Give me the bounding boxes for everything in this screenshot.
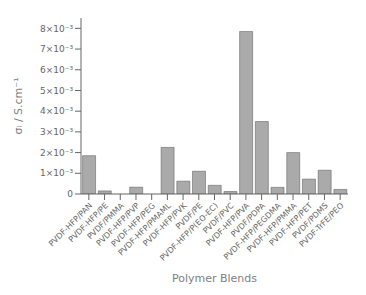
svg-text:0: 0 xyxy=(67,189,73,199)
svg-text:PVDF-HFP/PAN: PVDF-HFP/PAN xyxy=(47,201,95,249)
svg-text:1×10⁻³: 1×10⁻³ xyxy=(40,168,73,178)
svg-text:PVDF-HFP/PEGDMA: PVDF-HFP/PEGDMA xyxy=(222,201,283,262)
svg-text:σᵢ / S.cm⁻¹: σᵢ / S.cm⁻¹ xyxy=(12,77,25,134)
svg-text:PVDF-TrFE/PEO: PVDF-TrFE/PEO xyxy=(298,201,346,249)
svg-text:3×10⁻³: 3×10⁻³ xyxy=(40,127,73,137)
svg-text:2×10⁻³: 2×10⁻³ xyxy=(40,148,73,158)
svg-text:PVDF/PDMS: PVDF/PDMS xyxy=(290,201,330,241)
svg-text:PVDF-HFP/PMMA: PVDF-HFP/PMMA xyxy=(245,201,299,255)
svg-text:PVDF/PE: PVDF/PE xyxy=(174,201,205,232)
svg-text:PVDF-HFP/PE: PVDF-HFP/PE xyxy=(66,201,110,245)
svg-text:7×10⁻³: 7×10⁻³ xyxy=(40,44,73,54)
svg-text:PVDF-HFP/PVA: PVDF-HFP/PVA xyxy=(204,201,252,248)
svg-text:PVDF/PVC: PVDF/PVC xyxy=(201,201,236,236)
svg-text:PVDF-HFP/PMAML: PVDF-HFP/PMAML xyxy=(116,201,173,258)
svg-text:PVDF-HFP/PVP: PVDF-HFP/PVP xyxy=(94,201,142,248)
svg-text:6×10⁻³: 6×10⁻³ xyxy=(40,65,73,75)
svg-text:PVDF-HFP/PEG: PVDF-HFP/PEG xyxy=(109,201,158,249)
svg-text:PVDF-HFP/P(EO-EC): PVDF-HFP/P(EO-EC) xyxy=(158,201,220,263)
svg-text:Polymer Blends: Polymer Blends xyxy=(172,272,257,285)
svg-text:PVDF-HFP/PET: PVDF-HFP/PET xyxy=(267,201,315,248)
svg-text:PVDF/PMMA: PVDF/PMMA xyxy=(85,201,126,242)
svg-text:5×10⁻³: 5×10⁻³ xyxy=(40,86,73,96)
svg-text:PVDF/PDPA: PVDF/PDPA xyxy=(229,201,267,239)
svg-text:4×10⁻³: 4×10⁻³ xyxy=(40,106,73,116)
svg-text:8×10⁻³: 8×10⁻³ xyxy=(40,24,73,34)
svg-text:PVDF-HFP/PVK: PVDF-HFP/PVK xyxy=(141,201,189,249)
